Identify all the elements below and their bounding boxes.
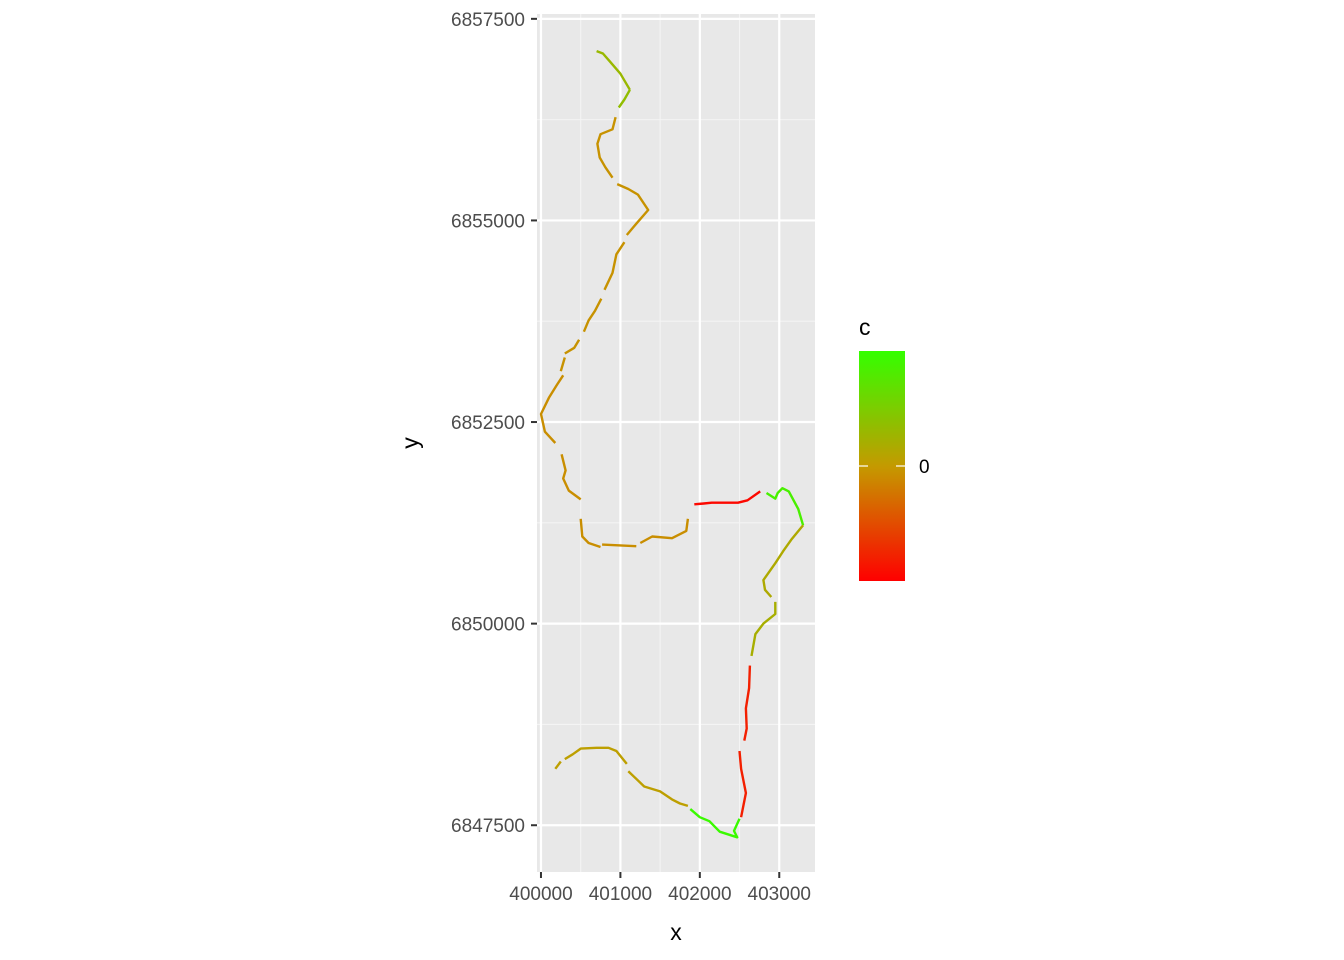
route-segment-8 bbox=[539, 374, 565, 444]
route-segment-19 bbox=[689, 808, 741, 839]
route-segment-17 bbox=[743, 665, 752, 741]
legend-label: 0 bbox=[919, 457, 930, 478]
route-segment-18 bbox=[738, 750, 748, 818]
route-series bbox=[539, 49, 805, 839]
route-segment-6 bbox=[564, 339, 581, 355]
route-segment-10 bbox=[579, 518, 601, 549]
legend: c0 bbox=[859, 314, 930, 581]
plot-panel bbox=[537, 14, 815, 872]
route-segment-15 bbox=[762, 524, 805, 598]
route-segment-22 bbox=[554, 760, 562, 770]
y-tick-label: 6852500 bbox=[451, 413, 525, 434]
x-tick-label: 402000 bbox=[668, 884, 731, 905]
route-segment-13 bbox=[694, 490, 761, 506]
axes: 400000 401000 402000 403000 6847500 6850000 68… bbox=[451, 10, 811, 905]
panel-background bbox=[537, 14, 815, 872]
x-tick-label: 400000 bbox=[509, 884, 572, 905]
y-axis-title: y bbox=[397, 437, 423, 449]
y-tick-label: 6857500 bbox=[451, 10, 525, 31]
route-segment-21 bbox=[564, 746, 628, 765]
route-segment-3 bbox=[616, 183, 650, 236]
route-segment-4 bbox=[603, 241, 626, 291]
route-segment-5 bbox=[582, 298, 603, 333]
x-tick-label: 403000 bbox=[748, 884, 811, 905]
y-tick-label: 6847500 bbox=[451, 816, 525, 837]
x-axis-title: x bbox=[670, 919, 682, 945]
y-tick-label: 6855000 bbox=[451, 211, 525, 232]
route-segment-7 bbox=[559, 357, 566, 372]
route-segment-12 bbox=[639, 518, 690, 545]
y-tick-label: 6850000 bbox=[451, 615, 525, 636]
route-segment-0 bbox=[596, 49, 631, 91]
route-segment-11 bbox=[602, 543, 637, 548]
route-segment-20 bbox=[627, 770, 689, 808]
legend-title: c bbox=[859, 314, 871, 340]
grid-lines bbox=[537, 14, 815, 872]
route-segment-9 bbox=[560, 454, 582, 501]
route-segment-2 bbox=[596, 116, 617, 179]
route-segment-16 bbox=[750, 601, 777, 657]
route-segment-14 bbox=[765, 487, 805, 526]
route-segment-1 bbox=[617, 89, 631, 109]
x-tick-label: 401000 bbox=[589, 884, 652, 905]
